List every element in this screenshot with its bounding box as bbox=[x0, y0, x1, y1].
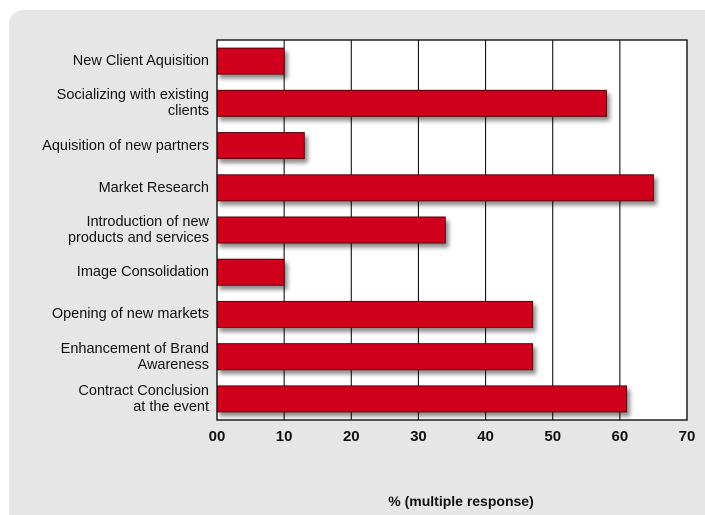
category-label: Enhancement of Brand Awareness bbox=[60, 340, 209, 373]
x-tick-label: 50 bbox=[544, 428, 562, 445]
bar bbox=[216, 258, 285, 286]
category-label: Opening of new markets bbox=[51, 306, 209, 323]
x-tick-label: 30 bbox=[410, 428, 427, 445]
bars bbox=[216, 47, 654, 413]
category-label: Socializing with existing clients bbox=[56, 87, 209, 120]
x-axis-label: % (multiple response) bbox=[388, 493, 534, 509]
bar bbox=[216, 216, 446, 244]
chart-card: New Client Aquisition Socializing with ex… bbox=[9, 10, 705, 515]
bar bbox=[216, 89, 607, 117]
x-tick-label: 10 bbox=[275, 428, 293, 445]
category-label: Introduction of new products and service… bbox=[67, 214, 209, 246]
bar-chart bbox=[216, 39, 688, 421]
category-label: Market Research bbox=[98, 179, 209, 196]
plot-frame bbox=[216, 39, 688, 421]
bar bbox=[216, 47, 285, 75]
category-label: New Client Aquisition bbox=[72, 53, 209, 70]
x-tick-label: 70 bbox=[678, 428, 696, 445]
category-label: Aquisition of new partners bbox=[42, 137, 209, 154]
category-label: Contract Conclusion at the event bbox=[78, 382, 209, 415]
category-label: Image Consolidation bbox=[76, 264, 209, 281]
x-tick-label: 00 bbox=[208, 428, 226, 445]
bar bbox=[216, 300, 534, 328]
x-tick-label: 40 bbox=[477, 428, 494, 445]
x-tick-label: 20 bbox=[342, 428, 360, 445]
bar bbox=[216, 174, 654, 202]
bar bbox=[216, 343, 534, 371]
bar bbox=[216, 385, 628, 413]
bar bbox=[216, 132, 305, 160]
x-tick-label: 60 bbox=[611, 428, 629, 445]
